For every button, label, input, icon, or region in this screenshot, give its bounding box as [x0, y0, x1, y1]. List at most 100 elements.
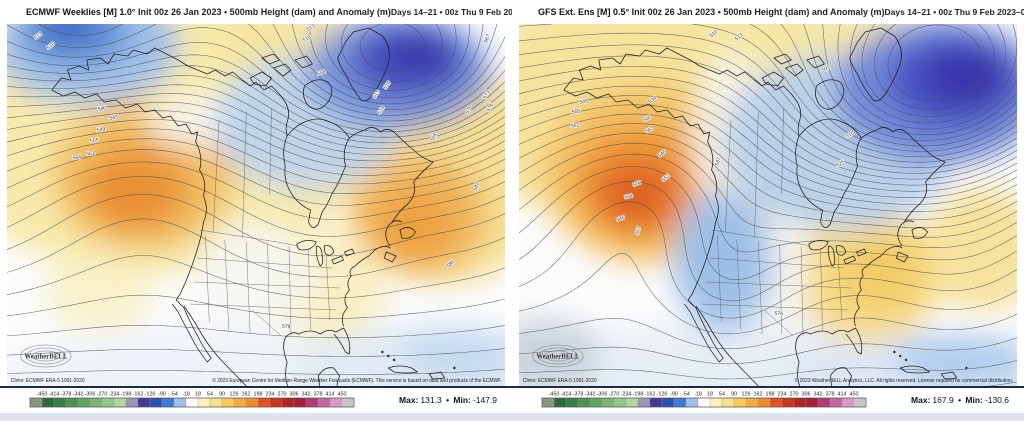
colorbar-segment [281, 397, 295, 408]
weather-model-comparison: ECMWF Weeklies [M] 1.0° Init 00z 26 Jan … [0, 0, 1024, 413]
colorbar-tick-label: -306 [85, 392, 96, 398]
anomaly-shading-layer [519, 24, 1017, 386]
colorbar-segment [853, 397, 867, 408]
colorbar-segment [637, 397, 651, 408]
colorbar-segment [233, 397, 247, 408]
colorbar-segment [341, 397, 355, 408]
colorbar-segment [745, 397, 759, 408]
colorbar-segment [305, 397, 319, 408]
colorbar-tick-label: 90 [219, 392, 225, 398]
colorbar-segment [257, 397, 271, 408]
colorbar-segment [841, 397, 855, 408]
colorbar-segment [53, 397, 67, 408]
colorbar-segment [673, 397, 687, 408]
colorbar-tick-label: -378 [61, 392, 72, 398]
contour-label: 543 [109, 114, 119, 122]
ecmwf-map-canvas: 513 516 540 543 549 555 561 564 513 510 504 516 513 5… [7, 24, 505, 386]
colorbar-tick-label: -234 [621, 392, 632, 398]
colorbar-tick-label: -270 [609, 392, 620, 398]
colorbar-tick-label: 270 [790, 392, 799, 398]
page-footer-strip [0, 413, 1024, 421]
contour-label: 555 [571, 108, 581, 116]
colorbar-segment [185, 397, 199, 408]
colorbar-tick-label: 342 [302, 392, 311, 398]
colorbar-tick-label: 198 [254, 392, 263, 398]
maxmin-gfs: Max: 167.9 • Min: -130.6 [910, 395, 1010, 405]
maxmin-ecmwf: Max: 131.3 • Min: -147.9 [398, 395, 498, 405]
colorbar-tick-label: 450 [338, 392, 347, 398]
colorbar-tick-label: -198 [121, 392, 132, 398]
colorbar-tick-label: 342 [814, 392, 823, 398]
min-value: -130.6 [984, 395, 1009, 405]
colorbar-tick-label: -342 [73, 392, 84, 398]
colorbar-tick-label: -414 [49, 392, 60, 398]
contour-label: 561 [571, 122, 580, 129]
contour-label: 501 [821, 64, 831, 73]
copyright-text: © 2023 European Centre for Medium-Range … [212, 377, 501, 384]
weatherbell-logo: WeatherBELL [20, 344, 72, 368]
contour-label: 564 [624, 193, 634, 201]
colorbar-segment [161, 397, 175, 408]
weatherbell-logo: WeatherBELL [532, 344, 584, 368]
colorbar-tick-label: -90 [158, 392, 166, 398]
colorbar-tick-label: 306 [802, 392, 811, 398]
separator: • [446, 395, 450, 405]
valid-period-ecmwf: Days 14–21 • 00z Thu 9 Feb 2023–00z Thu … [390, 7, 610, 17]
colorbar-segment [757, 397, 771, 408]
colorbar-segment [89, 397, 103, 408]
colorbar-tick-label: -306 [597, 392, 608, 398]
max-label: Max: [911, 395, 931, 405]
colorbar-segment [125, 397, 139, 408]
contour-label: 561 [86, 150, 95, 157]
colorbar-tick-label: 450 [850, 392, 859, 398]
colorbar-segment [41, 397, 55, 408]
colorbar-segment [649, 397, 663, 408]
colorbar-segment [793, 397, 807, 408]
colorbar-segment [293, 397, 307, 408]
min-value: -147.9 [472, 395, 497, 405]
max-value: 167.9 [932, 395, 954, 405]
contour-label: 516 [46, 41, 56, 51]
colorbar-tick-label: 270 [278, 392, 287, 398]
colorbar-tick-label: -450 [549, 392, 560, 398]
colorbar-tick-label: -414 [561, 392, 572, 398]
colorbar-segment [685, 397, 699, 408]
model-name: GFS Ext. Ens [M] 0.5° [538, 7, 630, 17]
colorbar-tick-label: 54 [207, 392, 213, 398]
contour-label: 567 [635, 226, 643, 236]
colorbar-tick-label: -54 [682, 392, 690, 398]
colorbar-tick-label: -342 [585, 392, 596, 398]
state-border-layer [701, 107, 852, 337]
contour-label: 519 [377, 105, 387, 116]
colorbar-tick-label: -234 [109, 392, 120, 398]
init-info: Init 00z 26 Jan 2023 • 500mb Height (dam… [631, 7, 885, 17]
contour-label: 513 [372, 89, 382, 100]
panel-gfs-ext-ens: GFS Ext. Ens [M] 0.5° Init 00z 26 Jan 20… [512, 0, 1024, 413]
colorbar-tick-label: -18 [694, 392, 702, 398]
contour-label: 513 [33, 31, 43, 41]
separator: • [958, 395, 962, 405]
colorbar-segment [577, 397, 591, 408]
contour-label: 516 [383, 80, 393, 91]
colorbar-tick-label: 90 [731, 392, 737, 398]
colorbar-segment [781, 397, 795, 408]
colorbar-segment [553, 397, 567, 408]
anomaly-colorbar-ecmwf: -450 -414 -378 -342 -306 -270 -234 -198 -162 -126… [29, 392, 355, 408]
height-contour-layer [519, 24, 1017, 386]
colorbar-tick-label: 306 [290, 392, 299, 398]
colorbar-segment [101, 397, 115, 408]
coastline-layer [51, 27, 456, 386]
colorbar-tick-label: -378 [573, 392, 584, 398]
state-border-layer [189, 107, 340, 337]
contour-label: 513 [306, 24, 316, 33]
colorbar-tick-label: 54 [719, 392, 725, 398]
contour-label: 585 [446, 259, 456, 270]
contour-label: 570 [465, 104, 474, 115]
colorbar-tick-label: 18 [195, 392, 201, 398]
title-bar-ecmwf: ECMWF Weeklies [M] 1.0° Init 00z 26 Jan … [0, 0, 609, 24]
colorbar-tick-label: 162 [242, 392, 251, 398]
contour-label: 540 [643, 114, 653, 124]
contour-label: 549 [97, 126, 106, 133]
colorbar-tick-label: -450 [37, 392, 48, 398]
contour-label: 552 [661, 173, 671, 183]
